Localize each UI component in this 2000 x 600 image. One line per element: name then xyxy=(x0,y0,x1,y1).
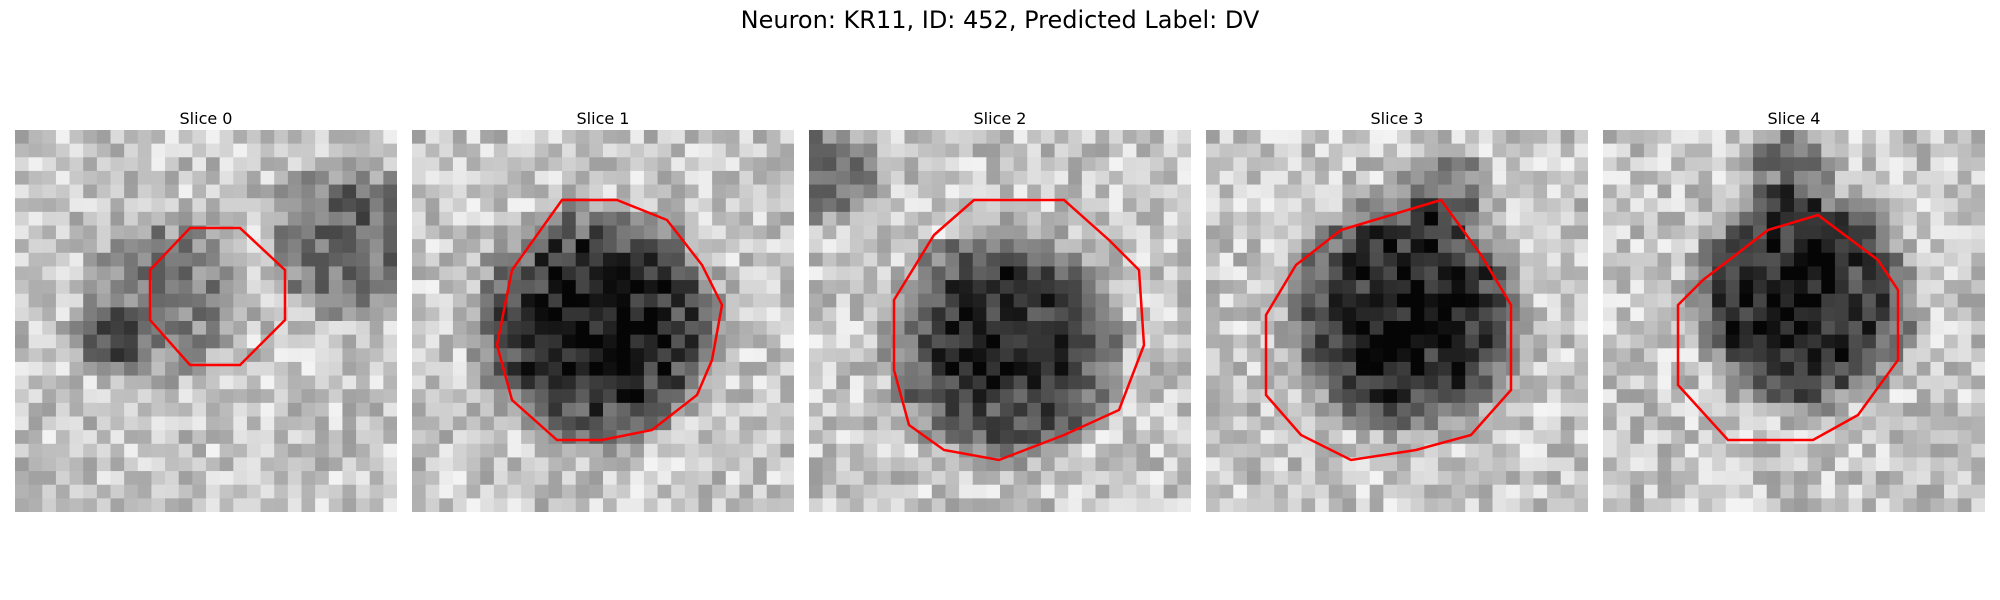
roi-contour xyxy=(892,198,1146,462)
slice-title-0: Slice 0 xyxy=(179,109,233,128)
slice-title-3: Slice 3 xyxy=(1370,109,1424,128)
slice-panel-3: Slice 3 xyxy=(1206,108,1588,512)
slice-title-4: Slice 4 xyxy=(1767,109,1821,128)
slice-panel-0: Slice 0 xyxy=(15,108,397,512)
roi-contour xyxy=(495,198,724,442)
roi-contour xyxy=(1676,213,1900,442)
slice-title-1: Slice 1 xyxy=(576,109,630,128)
slice-title-2: Slice 2 xyxy=(973,109,1027,128)
figure-title: Neuron: KR11, ID: 452, Predicted Label: … xyxy=(740,6,1260,34)
roi-contour xyxy=(148,226,287,367)
slice-panel-2: Slice 2 xyxy=(809,108,1191,512)
slice-image-0 xyxy=(15,130,397,512)
roi-contour xyxy=(1264,198,1513,462)
slice-image-3 xyxy=(1206,130,1588,512)
slice-image-1 xyxy=(412,130,794,512)
slice-panel-1: Slice 1 xyxy=(412,108,794,512)
slice-image-4 xyxy=(1603,130,1985,512)
slice-panel-4: Slice 4 xyxy=(1603,108,1985,512)
slice-image-2 xyxy=(809,130,1191,512)
